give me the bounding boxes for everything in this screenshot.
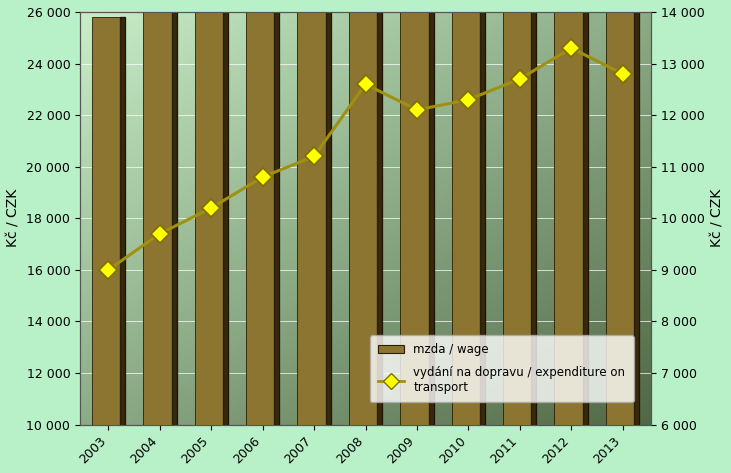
Bar [194, 0, 228, 425]
Bar [274, 0, 279, 425]
Bar [143, 0, 176, 425]
Bar [120, 17, 125, 425]
Bar [91, 17, 125, 425]
Bar [172, 0, 176, 425]
Legend: mzda / wage, vydání na dopravu / expenditure on
transport: mzda / wage, vydání na dopravu / expendi… [370, 335, 634, 402]
Bar [503, 0, 537, 425]
Bar [606, 0, 640, 425]
Bar [349, 0, 382, 425]
Bar [635, 0, 640, 425]
Bar [583, 0, 588, 425]
Bar [298, 0, 331, 425]
Bar [452, 0, 485, 425]
Bar [400, 0, 433, 425]
Bar [480, 0, 485, 425]
Bar [246, 0, 279, 425]
Bar [326, 0, 331, 425]
Bar [555, 0, 588, 425]
Bar [377, 0, 382, 425]
Y-axis label: Kč / CZK: Kč / CZK [710, 189, 724, 247]
Bar [428, 0, 433, 425]
Y-axis label: Kč / CZK: Kč / CZK [7, 189, 21, 247]
Bar [531, 0, 537, 425]
Bar [223, 0, 228, 425]
